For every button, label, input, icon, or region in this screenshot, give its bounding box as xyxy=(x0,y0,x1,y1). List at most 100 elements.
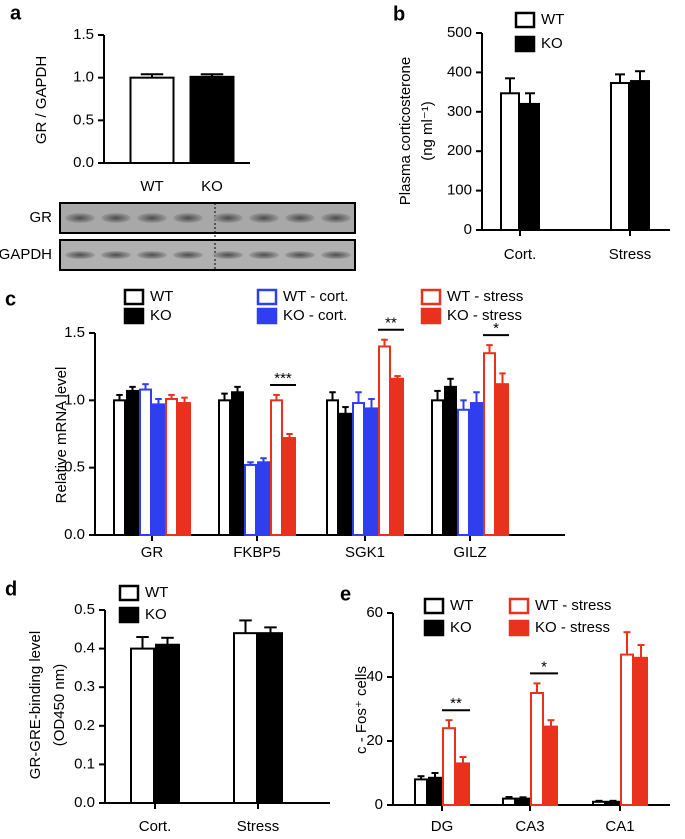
blot-band xyxy=(173,213,203,223)
error-bar xyxy=(547,719,555,727)
legend-swatch xyxy=(514,35,536,53)
bar xyxy=(130,647,155,804)
y-tick-label: 200 xyxy=(447,142,472,159)
error-bar xyxy=(142,383,149,390)
legend-label: KO xyxy=(450,619,472,636)
error-bar xyxy=(445,719,453,729)
error-bar xyxy=(505,77,515,94)
legend-swatch xyxy=(118,606,140,624)
error-bar xyxy=(609,799,617,802)
y-tick-label: 0 xyxy=(464,221,472,238)
blot-band xyxy=(321,251,351,259)
bar xyxy=(544,725,558,806)
bar xyxy=(442,727,456,807)
bar xyxy=(502,797,516,806)
error-bar xyxy=(200,73,224,77)
y-tick-label: 1.5 xyxy=(64,324,85,341)
error-bar xyxy=(247,461,254,465)
western-blot xyxy=(59,202,356,271)
error-bar xyxy=(431,772,439,778)
error-bar xyxy=(417,775,425,780)
bar xyxy=(620,653,634,806)
legend-label: KO - stress xyxy=(535,619,610,636)
error-bar xyxy=(329,391,336,401)
legend-label: KO xyxy=(150,307,172,324)
bar xyxy=(165,397,178,536)
x-tick-label: SGK1 xyxy=(345,544,385,561)
blot-band xyxy=(101,251,131,259)
legend-swatch xyxy=(423,597,445,615)
bar xyxy=(634,656,648,806)
legend-label: WT xyxy=(150,288,173,305)
y-axis-label: Plasma corticosterone xyxy=(397,57,414,205)
error-bar xyxy=(239,619,252,634)
x-tick-label: WT xyxy=(140,178,163,195)
bar xyxy=(189,75,235,164)
error-bar xyxy=(342,406,349,414)
legend-swatch xyxy=(256,307,278,325)
error-bar xyxy=(505,796,513,799)
bar xyxy=(233,632,258,804)
y-axis-label: c - Fos⁺ cells xyxy=(353,666,370,754)
error-bar xyxy=(136,636,149,649)
blot-band xyxy=(213,213,243,223)
x-tick-label: Stress xyxy=(237,818,280,835)
error-bar xyxy=(221,392,228,401)
legend-label: WT - stress xyxy=(535,597,611,614)
error-bar xyxy=(273,393,280,401)
significance-label: ** xyxy=(385,315,397,332)
bar xyxy=(352,402,365,536)
bar xyxy=(496,383,509,536)
y-tick-label: 20 xyxy=(366,732,383,749)
bar xyxy=(258,632,283,804)
bar xyxy=(500,92,520,231)
panel-label: b xyxy=(393,3,405,25)
legend-label: KO xyxy=(541,35,563,52)
legend-label: KO xyxy=(145,606,167,623)
blot-band xyxy=(321,213,351,223)
bar xyxy=(178,402,191,536)
bar xyxy=(391,377,404,536)
bar xyxy=(457,408,470,537)
y-tick-label: 0.3 xyxy=(74,678,95,695)
x-tick-label: Cort. xyxy=(139,818,172,835)
legend-swatch xyxy=(420,307,442,325)
bar xyxy=(444,385,457,536)
legend-swatch xyxy=(508,597,530,615)
y-tick-label: 300 xyxy=(447,103,472,120)
bar xyxy=(218,399,231,537)
error-bar xyxy=(519,796,527,799)
panel-label: d xyxy=(5,578,17,600)
y-tick-label: 500 xyxy=(447,24,472,41)
y-tick-label: 40 xyxy=(366,668,383,685)
error-bar xyxy=(623,631,631,655)
blot-band xyxy=(213,251,243,259)
error-bar xyxy=(394,375,401,379)
blot-band xyxy=(137,251,167,259)
significance-label: *** xyxy=(274,370,292,387)
error-bar xyxy=(637,644,645,658)
y-tick-label: 0.4 xyxy=(74,640,95,657)
error-bar xyxy=(129,385,136,391)
x-tick-label: GR xyxy=(141,544,164,561)
panel-label: c xyxy=(5,288,16,310)
chart-panel: e c - Fos⁺ cells 0 20 40 60 DG CA3 CA1 WT KO WT - s… xyxy=(340,583,670,835)
x-tick-label: Stress xyxy=(609,246,652,263)
legend-swatch xyxy=(508,619,530,637)
error-bar xyxy=(499,372,506,385)
error-bar xyxy=(355,391,362,404)
x-tick-label: GILZ xyxy=(453,544,486,561)
error-bar xyxy=(368,397,375,409)
bar xyxy=(520,102,540,231)
bar xyxy=(592,800,606,806)
error-bar xyxy=(168,393,175,399)
bar xyxy=(414,778,428,807)
y-axis-label: GR / GAPDH xyxy=(33,56,50,144)
bar xyxy=(257,461,270,536)
legend-label: WT - stress xyxy=(447,288,523,305)
y-axis-label: GR-GRE-binding level xyxy=(27,631,44,779)
bar xyxy=(231,391,244,536)
error-bar xyxy=(116,393,123,401)
error-bar xyxy=(161,636,174,645)
bar xyxy=(129,76,175,164)
